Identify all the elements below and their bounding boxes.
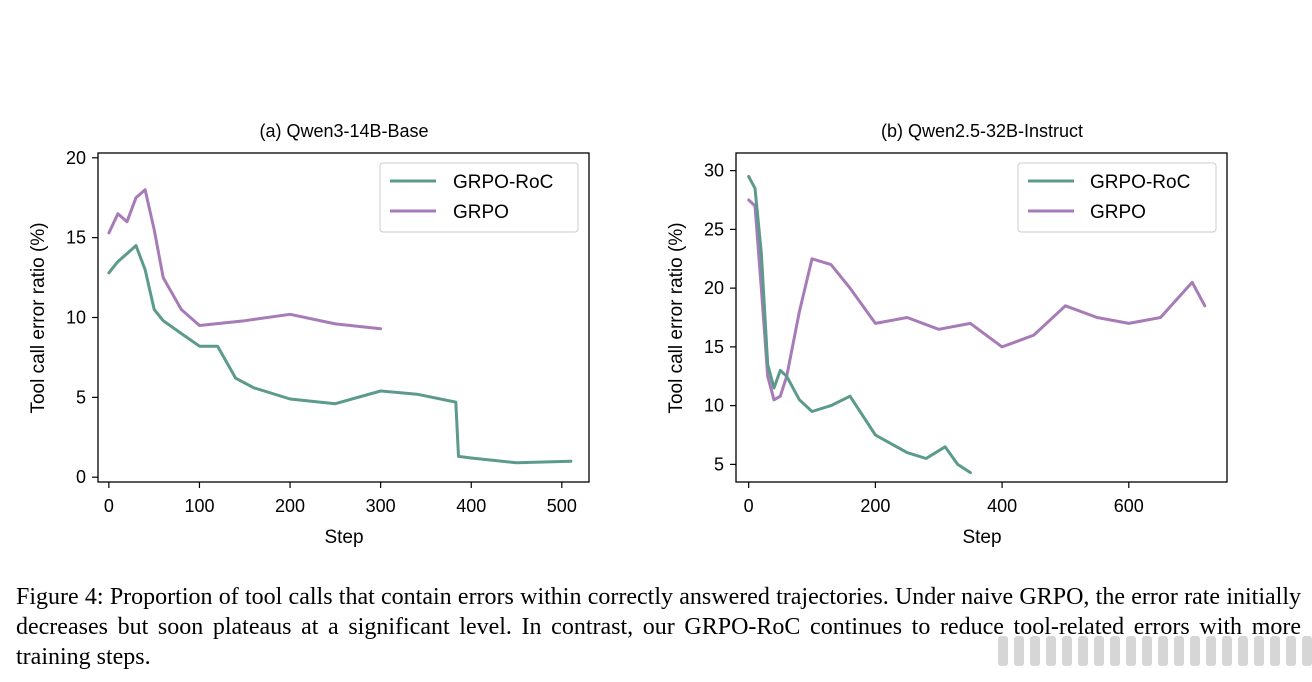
chart-b-legend-label-grpo: GRPO (1090, 202, 1146, 223)
chart-a-legend-label-grpo-roc: GRPO-RoC (453, 172, 553, 193)
chart-a-xtick-label: 300 (366, 496, 396, 516)
chart-a-frame (97, 152, 590, 483)
chart-a-ytick-label: 20 (66, 148, 86, 168)
chart-b-xtick-label: 400 (987, 496, 1017, 516)
chart-a-legend: GRPO-RoC GRPO (379, 162, 579, 233)
chart-b-ytick-label: 15 (704, 337, 724, 357)
chart-b-ytick-label: 30 (704, 161, 724, 181)
watermark (998, 634, 1312, 668)
chart-b-xtick-label: 0 (744, 496, 754, 516)
chart-a-title: (a) Qwen3-14B-Base (259, 121, 428, 141)
chart-a-xlabel: Step (324, 527, 363, 548)
chart-a-series-grpo-roc (107, 244, 573, 465)
chart-a-xtick-label: 0 (104, 496, 114, 516)
chart-a-ticks: 0 100 200 300 400 500 0 5 10 15 20 (66, 148, 577, 516)
figure-caption: Figure 4: Proportion of tool calls that … (16, 584, 1301, 670)
chart-a-xtick-label: 500 (547, 496, 577, 516)
chart-a-ytick-label: 15 (66, 228, 86, 248)
chart-a-xtick-label: 100 (184, 496, 214, 516)
chart-a-series-grpo (107, 188, 383, 331)
chart-a-xtick-label: 200 (275, 496, 305, 516)
chart-a-ylabel: Tool call error ratio (%) (28, 222, 49, 413)
chart-a-xtick-label: 400 (456, 496, 486, 516)
chart-a: (a) Qwen3-14B-Base Tool call error ratio… (28, 121, 590, 548)
chart-b-xtick-label: 600 (1114, 496, 1144, 516)
chart-a-ytick-label: 5 (76, 387, 86, 407)
chart-b-title: (b) Qwen2.5-32B-Instruct (881, 121, 1083, 141)
chart-b-ytick-label: 25 (704, 219, 724, 239)
chart-b-series-grpo (747, 198, 1207, 402)
chart-a-ytick-label: 10 (66, 308, 86, 328)
chart-a-ytick-label: 0 (76, 467, 86, 487)
chart-b-ylabel: Tool call error ratio (%) (666, 222, 687, 413)
chart-b: (b) Qwen2.5-32B-Instruct Tool call error… (666, 121, 1228, 548)
chart-a-lines (107, 188, 573, 465)
chart-b-frame (735, 152, 1228, 483)
chart-b-legend-label-grpo-roc: GRPO-RoC (1090, 172, 1190, 193)
chart-b-xtick-label: 200 (860, 496, 890, 516)
chart-a-legend-label-grpo: GRPO (453, 202, 509, 223)
chart-b-ticks: 0 200 400 600 5 10 15 20 25 30 (704, 161, 1144, 516)
chart-b-legend: GRPO-RoC GRPO (1017, 162, 1217, 233)
chart-b-ytick-label: 20 (704, 278, 724, 298)
chart-b-ytick-label: 10 (704, 396, 724, 416)
chart-b-lines (747, 175, 1207, 475)
chart-b-xlabel: Step (962, 527, 1001, 548)
chart-b-series-grpo-roc (747, 175, 972, 475)
chart-b-ytick-label: 5 (714, 454, 724, 474)
